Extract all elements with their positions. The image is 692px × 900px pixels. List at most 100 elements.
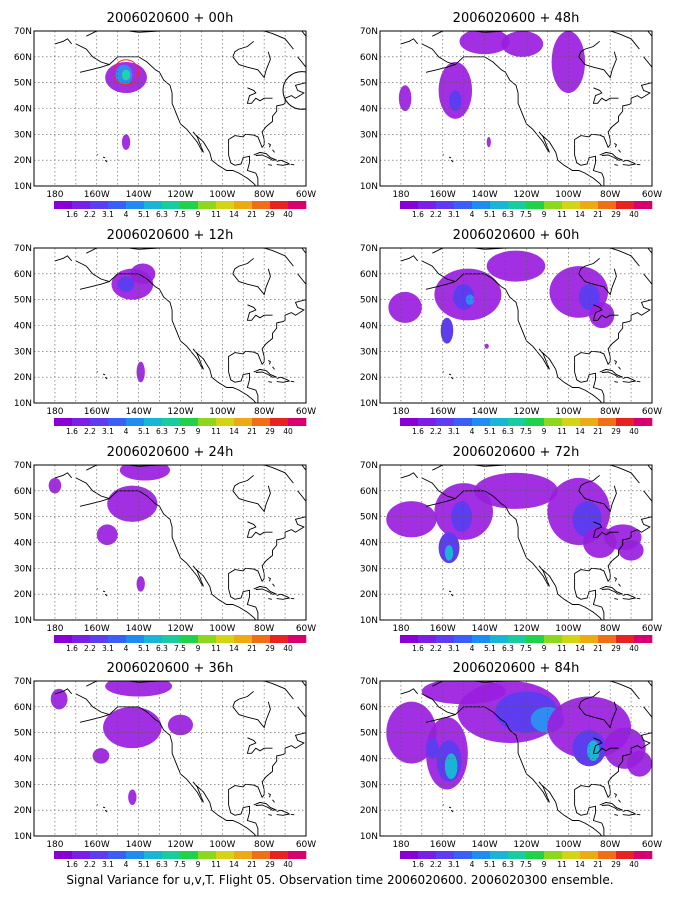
- coastline: [253, 585, 277, 595]
- coastlines: [400, 248, 652, 403]
- colorbar-swatch: [144, 851, 163, 859]
- coastline: [232, 474, 254, 491]
- lat-tick-label: 40N: [360, 539, 378, 549]
- colorbar-swatch: [580, 201, 599, 209]
- variance-contour: [92, 748, 110, 764]
- coastline: [421, 260, 603, 403]
- colorbar-label: 2.2: [84, 427, 96, 436]
- lon-tick-label: 140W: [472, 840, 498, 850]
- colorbar-swatch: [562, 201, 581, 209]
- colorbar-label: 11: [211, 427, 221, 436]
- figure-caption: Signal Variance for u,v,T. Flight 05. Ob…: [66, 873, 613, 887]
- coastlines: [400, 465, 652, 620]
- variance-contour: [486, 136, 491, 148]
- coastline: [599, 151, 623, 161]
- panels-layer: 2006020600 + 00h 70N 60N 50N 40N 30N 20N 10N 180…: [14, 11, 662, 869]
- coastlines: [54, 465, 306, 620]
- colorbar-label: 9: [196, 210, 201, 219]
- colorbar-swatch: [544, 418, 563, 426]
- colorbar-label: 3.1: [102, 860, 114, 869]
- lon-tick-label: 160W: [430, 407, 456, 417]
- coastline: [646, 681, 652, 687]
- lat-tick-label: 40N: [360, 105, 378, 115]
- lon-tick-label: 180: [392, 840, 409, 850]
- lon-tick-label: 120W: [513, 624, 539, 634]
- coastline: [432, 681, 527, 687]
- colorbar-swatch: [288, 201, 307, 209]
- colorbar-label: 11: [557, 644, 567, 653]
- gridlines: [34, 681, 306, 836]
- colorbar-swatch: [126, 851, 145, 859]
- map-panel-4: 2006020600 + 24h 70N 60N 50N 40N 30N 20N 10N 180…: [14, 445, 316, 653]
- coastline: [264, 248, 294, 267]
- colorbar-label: 5.1: [484, 860, 496, 869]
- lon-tick-label: 80W: [254, 407, 274, 417]
- lon-tick-label: 80W: [600, 190, 620, 200]
- panel-title: 2006020600 + 00h: [107, 11, 234, 26]
- colorbar-swatch: [598, 851, 617, 859]
- coastline: [232, 51, 271, 79]
- variance-contour: [136, 361, 145, 383]
- lat-tick-label: 50N: [360, 513, 378, 523]
- coastline: [272, 366, 275, 370]
- coastline: [618, 149, 621, 153]
- colorbar-swatch: [526, 201, 545, 209]
- lon-tick-label: 60W: [296, 190, 316, 200]
- colorbar-label: 5.1: [138, 644, 150, 653]
- coastline: [232, 268, 271, 296]
- lon-tick-label: 140W: [472, 190, 498, 200]
- colorbar-swatch: [562, 635, 581, 643]
- coastline: [574, 490, 652, 583]
- colorbar-swatch: [400, 851, 419, 859]
- colorbar-swatch: [490, 418, 509, 426]
- lon-tick-label: 120W: [513, 190, 539, 200]
- coastline: [425, 498, 456, 507]
- lat-tick-label: 50N: [360, 296, 378, 306]
- colorbar-label: 21: [247, 860, 257, 869]
- lon-tick-label: 60W: [642, 190, 662, 200]
- gridlines: [34, 465, 306, 620]
- lon-tick-label: 160W: [84, 407, 110, 417]
- colorbar-swatch: [270, 851, 289, 859]
- coastline: [268, 793, 271, 798]
- variance-contour: [551, 31, 586, 93]
- lat-tick-label: 10N: [360, 182, 378, 192]
- lon-tick-label: 160W: [84, 624, 110, 634]
- lon-tick-label: 140W: [472, 624, 498, 634]
- coastline: [79, 714, 110, 723]
- lat-tick-label: 30N: [360, 780, 378, 790]
- lat-tick-label: 50N: [14, 296, 32, 306]
- colorbar-label: 2.2: [84, 210, 96, 219]
- lat-tick-label: 20N: [360, 373, 378, 383]
- coastline: [592, 521, 619, 538]
- variance-field: [386, 472, 644, 564]
- panel-title: 2006020600 + 24h: [107, 445, 234, 460]
- colorbar-label: 21: [247, 427, 257, 436]
- colorbar-label: 9: [196, 644, 201, 653]
- coastline: [104, 159, 108, 163]
- coastline: [86, 248, 181, 254]
- lat-tick-label: 70N: [14, 244, 32, 254]
- colorbar-swatch: [634, 635, 653, 643]
- colorbar: 1.6 2.2 3.1 4 5.1 6.3 7.5 9 11 14 21 29 40: [54, 851, 307, 869]
- colorbar-swatch: [418, 201, 437, 209]
- coastline: [400, 688, 419, 695]
- coastline: [432, 465, 527, 471]
- coastline: [614, 381, 618, 383]
- coastline: [228, 578, 259, 620]
- lon-tick-label: 80W: [600, 407, 620, 417]
- colorbar-label: 21: [593, 860, 603, 869]
- coastline: [578, 474, 600, 491]
- colorbar-swatch: [270, 635, 289, 643]
- colorbar-swatch: [108, 635, 127, 643]
- coastline: [636, 597, 641, 600]
- colorbar-swatch: [598, 201, 617, 209]
- colorbar-label: 4: [470, 210, 475, 219]
- target-circle: [113, 59, 140, 86]
- lon-tick-label: 80W: [254, 624, 274, 634]
- colorbar: 1.6 2.2 3.1 4 5.1 6.3 7.5 9 11 14 21 29 40: [54, 418, 307, 436]
- colorbar-label: 7.5: [174, 644, 186, 653]
- map-panel-6: 2006020600 + 36h 70N 60N 50N 40N 30N 20N 10N 180…: [14, 661, 316, 869]
- colorbar-swatch: [526, 418, 545, 426]
- colorbar-swatch: [216, 418, 235, 426]
